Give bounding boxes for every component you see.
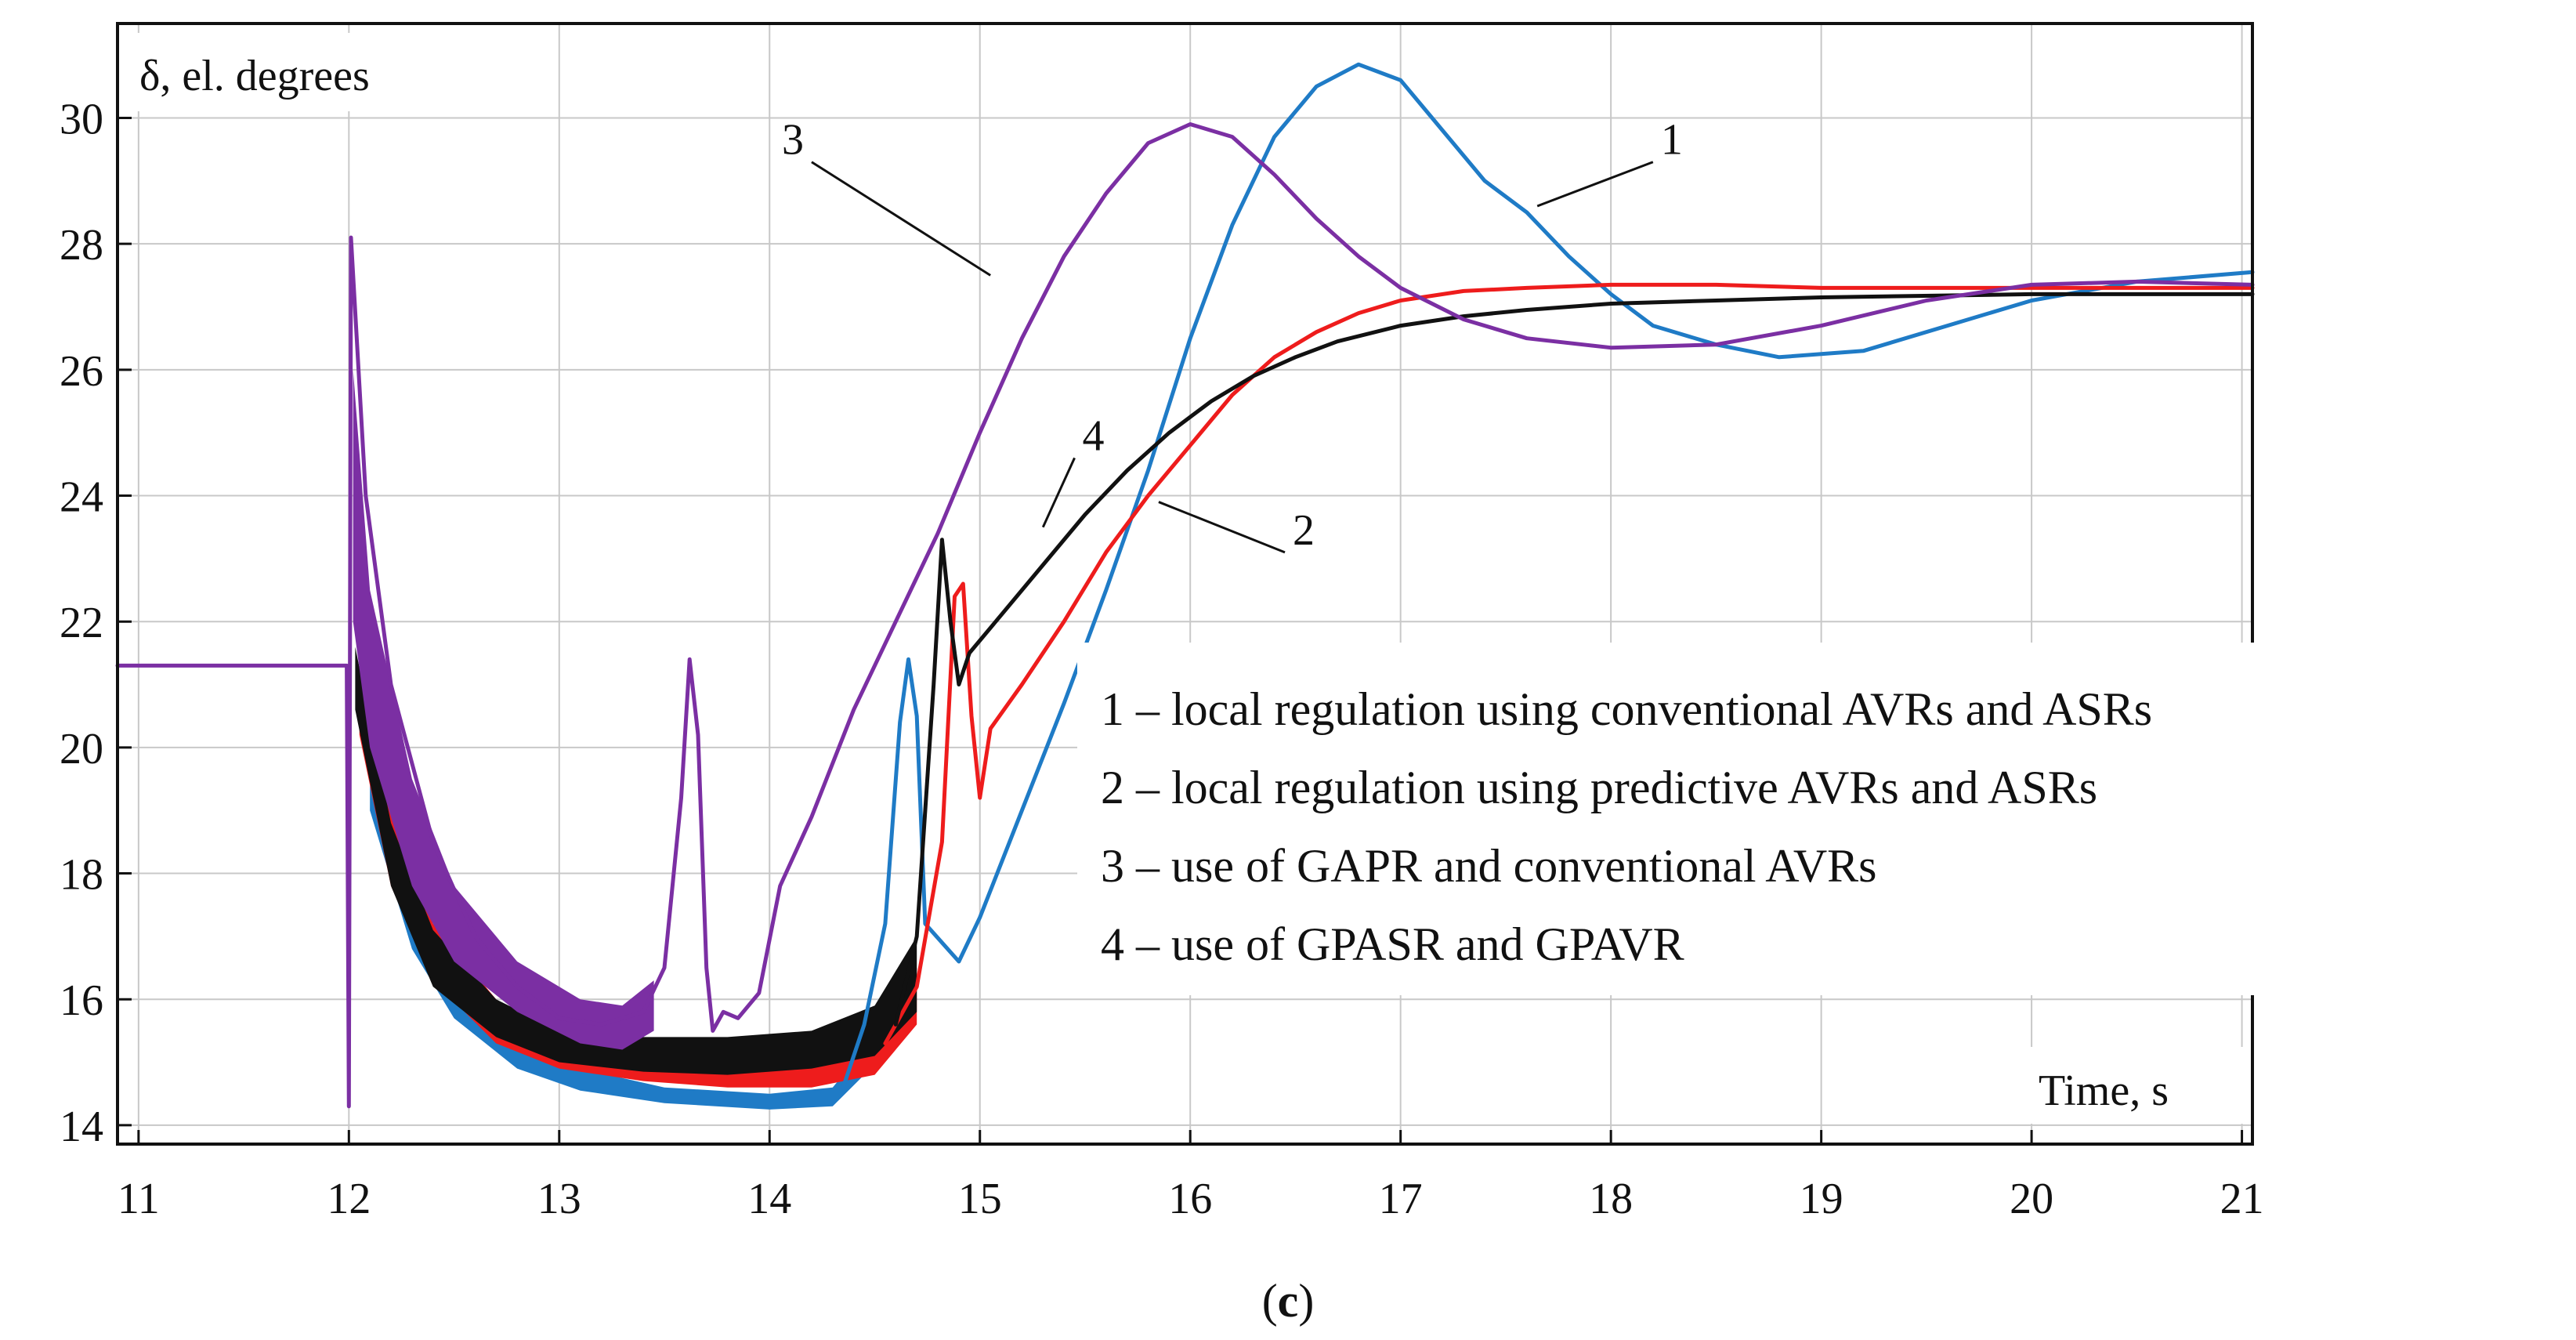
y-tick-label: 16 <box>60 976 103 1025</box>
ylabel-box <box>127 33 491 111</box>
plot-frame <box>116 22 2254 1146</box>
y-axis-label: δ, el. degrees <box>139 52 370 100</box>
x-tick-label: 18 <box>1589 1175 1633 1223</box>
callout-label-4: 4 <box>1083 411 1105 460</box>
y-tick-label: 20 <box>60 725 103 773</box>
series-line-s3 <box>115 122 2255 1109</box>
x-tick-label: 15 <box>958 1175 1002 1223</box>
x-tick-label: 21 <box>2220 1175 2264 1223</box>
series-callouts: 1 2 3 4 <box>782 116 1683 555</box>
x-tick-label: 16 <box>1168 1175 1212 1223</box>
callout-label-2: 2 <box>1293 506 1315 555</box>
series-lines <box>115 62 2255 1109</box>
callout-label-1: 1 <box>1661 116 1683 165</box>
callout-label-3: 3 <box>782 116 804 165</box>
legend-entry-4: 4 – use of GPASR and GPAVR <box>1101 918 1684 970</box>
y-tick-label: 14 <box>60 1103 103 1151</box>
x-tick-label: 13 <box>537 1175 581 1223</box>
callout-leader-4 <box>1041 457 1076 528</box>
y-tick-label: 24 <box>60 473 103 522</box>
x-tick-label: 12 <box>327 1175 371 1223</box>
callout-leader-1 <box>1536 161 1654 208</box>
oscillation-band-s3 <box>353 369 654 1050</box>
y-tick-label: 22 <box>60 599 103 647</box>
x-tick-label: 14 <box>747 1175 791 1223</box>
x-tick-label: 17 <box>1379 1175 1423 1223</box>
caption-letter: c <box>1278 1275 1299 1327</box>
legend-box <box>1077 643 2570 995</box>
x-tick-label: 20 <box>2010 1175 2053 1223</box>
y-tick-label: 28 <box>60 221 103 270</box>
callout-leader-3 <box>811 161 991 277</box>
y-tick-label: 26 <box>60 347 103 396</box>
series-line-s1 <box>841 62 2255 1090</box>
legend-entry-1: 1 – local regulation using conventional … <box>1101 683 2152 735</box>
caption-close-paren: ) <box>1298 1275 1314 1327</box>
figure-caption: (c) <box>1262 1275 1315 1327</box>
x-tick-label: 19 <box>1800 1175 1843 1223</box>
series-line-s2 <box>883 282 2255 1045</box>
callout-leader-2 <box>1158 501 1286 554</box>
caption-open-paren: ( <box>1262 1275 1278 1327</box>
y-tick-label: 30 <box>60 96 103 144</box>
x-tick-label: 11 <box>118 1175 160 1223</box>
x-axis-label: Time, s <box>2039 1067 2169 1115</box>
legend-entry-2: 2 – local regulation using predictive AV… <box>1101 762 2097 813</box>
xlabel-box <box>2025 1047 2246 1124</box>
legend: 1 – local regulation using conventional … <box>1101 683 2152 970</box>
legend-entry-3: 3 – use of GAPR and conventional AVRs <box>1101 840 1877 892</box>
series-line-s4 <box>893 292 2255 1027</box>
y-tick-label: 18 <box>60 851 103 900</box>
